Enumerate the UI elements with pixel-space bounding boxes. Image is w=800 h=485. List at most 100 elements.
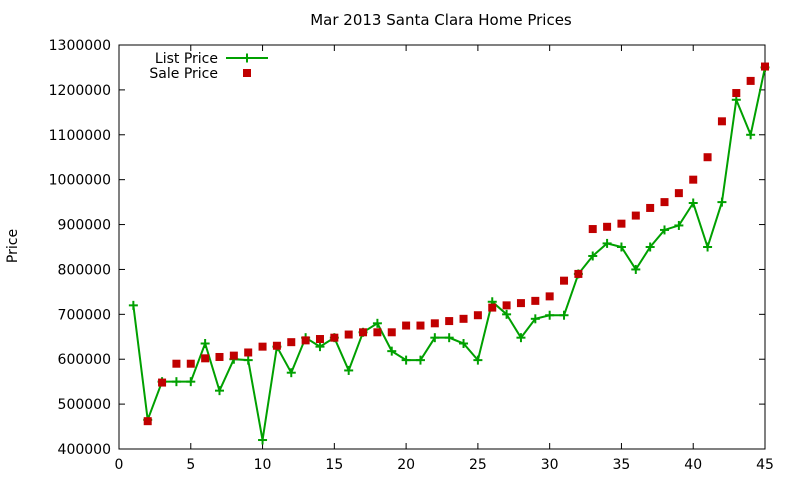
legend-marker-list-price	[242, 53, 252, 63]
x-tick-label: 30	[541, 457, 559, 473]
x-tick-label: 45	[756, 457, 774, 473]
list-price-point	[703, 242, 713, 252]
sale-price-point	[258, 342, 267, 351]
list-price-point	[214, 386, 224, 396]
list-price-point	[746, 130, 756, 140]
sale-price-point	[746, 76, 755, 85]
list-price-point	[559, 310, 569, 320]
list-price-point	[372, 318, 382, 328]
list-price-point	[631, 264, 641, 274]
y-tick-label: 500000	[58, 397, 111, 413]
list-price-point	[128, 300, 138, 310]
y-tick-label: 1200000	[49, 83, 111, 99]
list-price-point	[200, 339, 210, 349]
sale-price-point	[445, 317, 454, 326]
list-price-point	[616, 242, 626, 252]
sale-price-point	[717, 117, 726, 126]
list-price-point	[415, 355, 425, 365]
sale-price-point	[344, 330, 353, 339]
sale-price-point	[287, 338, 296, 347]
ticks-layer: 0 5 10 15 20 25 30 35 40 45 400000 500000 600000 7000…	[49, 38, 774, 473]
legend-marker-sale-price	[243, 69, 251, 77]
sale-price-point	[359, 328, 368, 337]
x-tick-label: 5	[186, 457, 195, 473]
y-tick-label: 900000	[58, 218, 111, 234]
sale-price-point	[459, 314, 468, 323]
x-tick-label: 35	[613, 457, 631, 473]
sale-price-point	[158, 378, 167, 387]
sale-price-point	[402, 321, 411, 330]
y-tick-label: 1100000	[49, 128, 111, 144]
y-tick-label: 800000	[58, 262, 111, 278]
sale-price-point	[646, 203, 655, 212]
list-price-point	[243, 355, 253, 365]
sale-price-point	[502, 301, 511, 310]
sale-price-point	[473, 311, 482, 320]
sale-price-point	[617, 219, 626, 228]
sale-price-point	[488, 303, 497, 312]
sale-price-point	[229, 351, 238, 360]
list-price-line	[132, 67, 766, 441]
list-price-point	[645, 242, 655, 252]
sale-price-point	[330, 333, 339, 342]
x-tick-label: 20	[397, 457, 415, 473]
sale-price-point	[531, 296, 540, 305]
list-price-point	[344, 365, 354, 375]
list-price-point	[401, 355, 411, 365]
sale-price-point	[732, 89, 741, 98]
sale-price-point	[703, 153, 712, 162]
list-price-point	[530, 314, 540, 324]
sale-price-point	[574, 269, 583, 278]
y-tick-label: 1300000	[49, 38, 111, 54]
sale-price-point	[430, 319, 439, 328]
list-price-point	[502, 309, 512, 319]
sale-price-point	[172, 359, 181, 368]
sale-price-point	[689, 175, 698, 184]
series-layer	[128, 62, 770, 445]
sale-price-point	[373, 328, 382, 337]
sale-price-point	[215, 352, 224, 361]
sale-price-point	[272, 341, 281, 350]
x-tick-label: 15	[325, 457, 343, 473]
sale-price-point	[201, 354, 210, 363]
x-tick-label: 0	[115, 457, 124, 473]
list-price-point	[660, 225, 670, 235]
list-price-point	[588, 251, 598, 261]
sale-price-point	[143, 417, 152, 426]
sale-price-series	[143, 62, 769, 426]
sale-price-point	[244, 348, 253, 357]
list-price-point	[545, 310, 555, 320]
legend-label-sale-price: Sale Price	[149, 66, 218, 82]
list-price-point	[674, 220, 684, 230]
y-tick-label: 1000000	[49, 173, 111, 189]
sale-price-point	[761, 62, 769, 71]
list-price-point	[286, 368, 296, 378]
list-price-point	[258, 435, 268, 445]
sale-price-point	[588, 225, 597, 234]
y-tick-label: 700000	[58, 307, 111, 323]
list-price-point	[688, 198, 698, 208]
x-tick-label: 10	[254, 457, 272, 473]
sale-price-point	[387, 328, 396, 337]
sale-price-point	[416, 321, 425, 330]
sale-price-point	[631, 211, 640, 220]
sale-price-point	[674, 189, 683, 198]
sale-price-point	[186, 359, 195, 368]
sale-price-point	[301, 336, 310, 345]
chart-title: Mar 2013 Santa Clara Home Prices	[310, 11, 572, 29]
list-price-point	[516, 333, 526, 343]
sale-price-point	[660, 198, 669, 207]
list-price-point	[387, 346, 397, 356]
y-axis-label: Price	[5, 229, 21, 263]
y-tick-label: 600000	[58, 352, 111, 368]
sale-price-point	[560, 276, 569, 285]
x-tick-label: 40	[684, 457, 702, 473]
list-price-point	[473, 355, 483, 365]
legend-label-list-price: List Price	[155, 51, 218, 67]
sale-price-point	[315, 335, 324, 344]
sale-price-point	[603, 222, 612, 231]
x-tick-label: 25	[469, 457, 487, 473]
